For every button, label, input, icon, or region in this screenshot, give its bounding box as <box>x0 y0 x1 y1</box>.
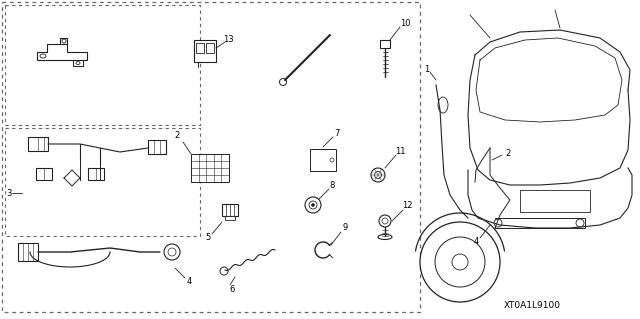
Text: 9: 9 <box>342 224 348 233</box>
Text: 11: 11 <box>395 146 405 155</box>
Circle shape <box>576 219 584 227</box>
Bar <box>28 137 48 151</box>
Circle shape <box>312 204 314 206</box>
Ellipse shape <box>76 62 80 64</box>
Ellipse shape <box>378 234 392 240</box>
Bar <box>222 204 238 216</box>
Text: 5: 5 <box>205 234 211 242</box>
Circle shape <box>379 215 391 227</box>
Circle shape <box>309 201 317 209</box>
Bar <box>520 190 590 212</box>
Text: 1: 1 <box>424 65 429 75</box>
Ellipse shape <box>62 39 66 43</box>
Text: 2: 2 <box>174 131 180 140</box>
Bar <box>310 149 336 171</box>
Bar <box>225 216 235 220</box>
Circle shape <box>374 172 381 179</box>
Circle shape <box>435 237 485 287</box>
Circle shape <box>330 158 334 162</box>
Bar <box>191 154 229 182</box>
Bar <box>196 43 204 53</box>
Text: 3: 3 <box>6 189 12 197</box>
Text: 10: 10 <box>400 19 410 28</box>
Text: 8: 8 <box>330 182 335 190</box>
Bar <box>18 243 38 261</box>
Bar <box>36 168 52 180</box>
Circle shape <box>220 267 228 275</box>
Text: 13: 13 <box>223 35 234 44</box>
Circle shape <box>452 254 468 270</box>
Ellipse shape <box>40 54 46 58</box>
Circle shape <box>420 222 500 302</box>
Circle shape <box>280 78 287 85</box>
Text: 2: 2 <box>506 149 511 158</box>
Text: 7: 7 <box>334 130 340 138</box>
Text: 6: 6 <box>229 285 235 293</box>
Circle shape <box>305 197 321 213</box>
Bar <box>380 40 390 48</box>
Bar <box>206 43 214 53</box>
Bar <box>148 140 166 154</box>
Circle shape <box>494 219 502 227</box>
Bar <box>2 2 420 312</box>
Circle shape <box>382 218 388 224</box>
Bar <box>495 218 585 228</box>
Bar <box>5 128 200 236</box>
Circle shape <box>164 244 180 260</box>
Ellipse shape <box>438 97 448 113</box>
Text: 12: 12 <box>402 202 412 211</box>
Bar <box>5 5 200 125</box>
Text: XT0A1L9100: XT0A1L9100 <box>504 301 561 310</box>
Circle shape <box>371 168 385 182</box>
Circle shape <box>168 248 176 256</box>
Text: 4: 4 <box>186 277 191 286</box>
Text: 4: 4 <box>474 238 479 247</box>
Bar <box>194 40 216 62</box>
Bar <box>88 168 104 180</box>
